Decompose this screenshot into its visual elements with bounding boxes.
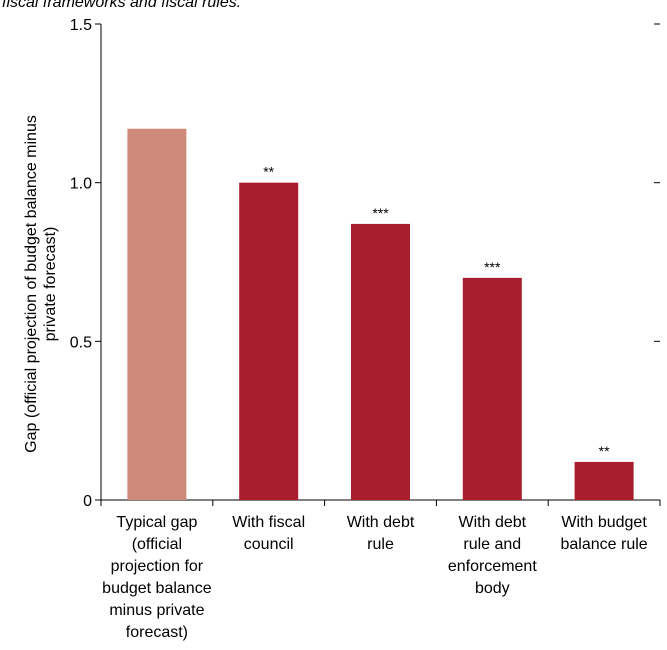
bar-3 [351, 223, 410, 501]
significance-label-4: *** [484, 259, 501, 275]
bar-2 [239, 182, 299, 500]
bar-4 [462, 277, 522, 500]
x-tick-label-line: rule and [463, 536, 522, 553]
x-tick-label-line: enforcement [447, 558, 537, 575]
significance-label-5: ** [599, 443, 610, 459]
x-tick-label-line: minus private [109, 602, 205, 619]
x-tick-label-1: Typical gap (official projection for budget… [101, 512, 213, 644]
x-tick-label-line: forecast) [125, 624, 189, 641]
x-tick-label-5: With budget balance rule [548, 512, 660, 556]
x-tick-label-line: (official [131, 536, 183, 553]
x-tick-label-line: rule [367, 536, 394, 553]
y-tick-label: 0 [83, 493, 92, 510]
chart-subtitle: fiscal frameworks and fiscal rules. [2, 0, 242, 11]
x-tick-label-line: With budget [561, 514, 647, 531]
x-tick-label-4: With debt rule and enforcement body [436, 512, 548, 600]
bar-1 [127, 128, 187, 500]
x-tick-label-line: council [243, 536, 294, 553]
x-tick-label-line: With debt [346, 514, 415, 531]
y-tick-label: 0.5 [70, 334, 92, 351]
significance-label-2: ** [263, 164, 274, 180]
x-tick-label-line: Typical gap [116, 514, 198, 531]
x-tick-label-line: budget balance [102, 580, 212, 597]
x-tick-label-line: With fiscal [232, 514, 306, 531]
y-tick-label: 1.0 [70, 176, 92, 193]
x-tick-label-line: With debt [458, 514, 527, 531]
bar-5 [574, 461, 634, 500]
significance-label-3: *** [372, 205, 389, 221]
x-tick-label-line: body [474, 580, 510, 597]
x-tick-label-line: projection for [110, 558, 204, 575]
x-tick-label-3: With debt rule [325, 512, 437, 556]
x-tick-label-line: balance rule [560, 536, 648, 553]
y-tick-label: 1.5 [70, 17, 92, 34]
x-tick-label-2: With fiscal council [213, 512, 325, 556]
